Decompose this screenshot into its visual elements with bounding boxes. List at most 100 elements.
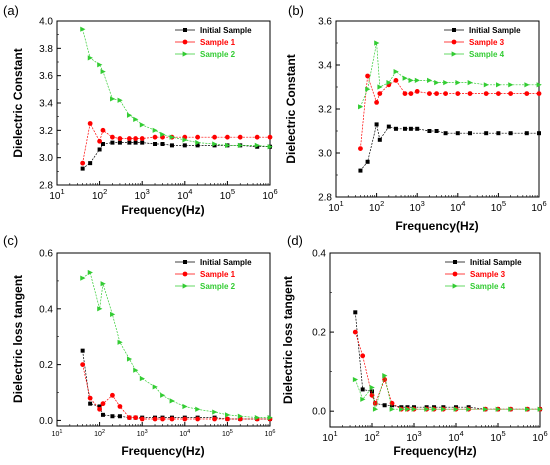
panel-d-series-1-point	[372, 400, 378, 406]
panel-d-series-1-point	[360, 353, 366, 359]
panel-c-series-2-point	[169, 398, 175, 404]
panel-d-legend-label: Initial Sample	[470, 258, 522, 267]
panel-d-series-2-point	[431, 406, 437, 412]
panel-a-legend-label: Sample 1	[200, 38, 236, 47]
panel-a-series-2-point	[139, 122, 145, 128]
panel-d-legend-marker	[452, 271, 458, 277]
panel-a-series-1-point	[100, 127, 106, 133]
panel-a-legend-marker	[183, 28, 187, 32]
panel-a-series-1-point	[225, 134, 230, 140]
panel-d-series-2-point	[372, 406, 379, 412]
panel-a-series-2-point	[182, 137, 188, 143]
panel-d-label: (d)	[287, 233, 303, 248]
panel-d-series-2-point	[382, 372, 388, 379]
panel-b-series-2-point	[386, 80, 392, 86]
panel-a-series-2-point	[100, 68, 106, 75]
panel-b-series-1-line	[360, 75, 539, 149]
panel-b-series-0-point	[408, 126, 413, 131]
panel-b-series-2-point	[414, 77, 420, 83]
panel-b-series-1-point	[496, 91, 501, 96]
panel-d-series-0-point	[370, 389, 374, 394]
panel-c-series-2-point	[225, 412, 231, 418]
panel-c-series-1-point	[152, 416, 158, 422]
panel-b-series-2-point	[393, 69, 399, 75]
panel-b-series-1-point	[393, 78, 399, 83]
panel-c-series-1-point	[133, 415, 139, 421]
panel-b-legend-marker	[451, 51, 457, 57]
panel-d-series-2-point	[537, 406, 543, 412]
panel-a-series-1-point	[117, 136, 123, 141]
panel-c-series-1-point	[80, 362, 86, 368]
panel-c-legend-marker	[182, 271, 188, 277]
panel-d-plot-frame	[329, 252, 541, 428]
panel-a-series-1-point	[267, 134, 273, 140]
panel-d-series-2-point	[405, 406, 411, 412]
panel-b-legend-marker	[452, 28, 456, 32]
panel-d-series-2-point	[369, 384, 375, 391]
panel-a-series-1-point	[195, 134, 201, 140]
panel-c-y-tick-label: 0.4	[39, 304, 53, 315]
panel-b-series-0-point	[377, 137, 382, 142]
panel-b-series-2-line	[360, 42, 539, 107]
panel-c-series-1-point	[126, 415, 132, 421]
panel-b-series-2-point	[365, 86, 371, 92]
panel-d-series-2-point	[495, 406, 501, 412]
panel-a-series-2-point	[80, 26, 86, 32]
panel-c-legend-marker	[183, 260, 187, 264]
panel-c-x-tick-label: 106	[265, 429, 276, 438]
panel-a-series-2-point	[195, 140, 201, 146]
panel-a-series-1-point	[237, 134, 243, 140]
panel-d: (d) 101 102 103 104 105 106 0.0 0.2 0.4 Frequen…	[281, 233, 548, 458]
panel-b-y-tick-label: 3.0	[318, 149, 332, 160]
panel-b-series-1-point	[374, 100, 379, 105]
panel-b-series-2-point	[358, 104, 364, 110]
panel-d-series-2-point	[508, 406, 514, 412]
panel-a: (a) 101 102 103 104 105 106 2.8 3.0 3.2 3.4 3.6 3.…	[3, 3, 278, 217]
panel-d-legend-label: Sample 4	[470, 282, 506, 291]
panel-b-series-0-point	[393, 126, 398, 131]
panel-b-series-2-point	[374, 40, 380, 46]
panel-d-series-2-point	[524, 406, 531, 412]
panel-d-y-axis-title: Dielectric loss tangent	[281, 276, 295, 404]
panel-b-series-1-point	[455, 91, 461, 96]
panel-b-series-2-point	[434, 80, 440, 86]
panel-c-legend-label: Sample 1	[200, 270, 236, 279]
panel-d-series-2-point	[440, 406, 447, 412]
panel-c-series-0-point	[117, 414, 122, 419]
panel-b-label: (b)	[288, 3, 304, 18]
panel-b-series-0-point	[455, 131, 460, 136]
panel-a-y-tick-label: 3.8	[39, 44, 53, 55]
panel-b-series-1-point	[377, 91, 383, 96]
panel-a-series-1-point	[126, 136, 132, 141]
panel-b-x-tick-label: 101	[328, 199, 343, 214]
panel-b-series-1-point	[402, 91, 408, 96]
panel-d-legend-label: Sample 3	[470, 270, 506, 279]
panel-a-series-2-point	[126, 112, 133, 118]
panel-c-legend-label: Initial Sample	[200, 258, 252, 267]
panel-a-series-0-point	[160, 142, 165, 146]
panel-b-series-1-point	[408, 91, 414, 96]
panel-c-series-1-point	[117, 404, 123, 409]
panel-c-series-1-line	[82, 364, 270, 420]
panel-b-series-0-point	[358, 168, 363, 173]
panel-d-legend-marker	[452, 283, 458, 289]
panel-c-series-2-point	[267, 415, 273, 421]
panel-b-y-axis-title: Dielectric Constant	[284, 54, 298, 163]
panel-d-series-2-point	[466, 406, 472, 412]
panel-c-series-2-point	[139, 375, 145, 382]
panel-c-series-2-point	[254, 415, 260, 421]
panel-c-label: (c)	[3, 233, 18, 248]
panel-a-series-2-point	[212, 141, 218, 147]
panel-c-plot-frame	[56, 252, 271, 427]
panel-c-plot-area	[80, 269, 273, 422]
panel-c-x-tick-label: 103	[137, 429, 148, 438]
panel-a-series-1-point	[110, 134, 115, 140]
panel-b-x-tick-label: 103	[410, 199, 425, 214]
panel-a-series-0-point	[110, 140, 115, 145]
panel-b-series-0-point	[496, 131, 501, 136]
panel-c-legend: Initial Sample Sample 1 Sample 2	[175, 258, 252, 291]
panel-c-series-0-point	[100, 412, 105, 417]
panel-a-series-2-point	[152, 127, 158, 133]
panel-b-legend-label: Initial Sample	[469, 26, 521, 35]
panel-c-series-1-point	[182, 416, 188, 422]
